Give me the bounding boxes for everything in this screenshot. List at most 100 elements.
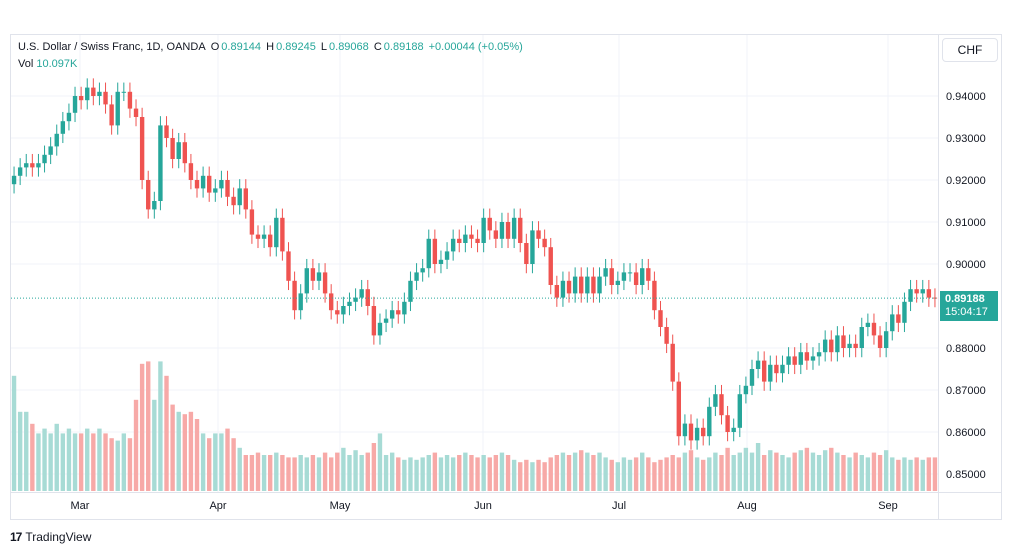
candle-body xyxy=(438,259,444,264)
volume-bar xyxy=(755,443,761,491)
volume-bar xyxy=(255,452,261,491)
volume-bar xyxy=(359,455,364,491)
volume-bar xyxy=(761,455,767,491)
volume-bar xyxy=(841,455,846,491)
candle-body xyxy=(176,142,181,159)
candle-body xyxy=(652,280,657,311)
candle-body xyxy=(310,268,316,281)
candle-body xyxy=(463,234,468,243)
volume-bar xyxy=(737,452,742,491)
volume-bar xyxy=(524,459,529,491)
volume-bar xyxy=(231,438,236,491)
candle-body xyxy=(42,154,47,164)
volume-bar xyxy=(835,452,840,491)
candle-body xyxy=(219,180,224,189)
candle-body xyxy=(255,234,261,239)
candle-body xyxy=(72,96,78,113)
symbol-title[interactable]: U.S. Dollar / Swiss Franc, 1D, OANDA xyxy=(18,41,206,53)
volume-bar xyxy=(347,455,352,491)
candle-body xyxy=(304,268,309,294)
volume-bar xyxy=(353,450,358,491)
candle-body xyxy=(170,138,175,159)
volume-bar xyxy=(469,455,474,491)
candle-body xyxy=(572,276,578,294)
time-tick-label: Sep xyxy=(878,500,898,512)
volume-bar xyxy=(633,457,639,491)
volume-bar xyxy=(530,462,535,491)
bar-countdown: 15:04:17 xyxy=(945,306,988,318)
volume-bar xyxy=(170,404,175,491)
candle-body xyxy=(78,96,84,101)
volume-bar xyxy=(420,457,425,491)
candle-body xyxy=(627,272,633,274)
candle-body xyxy=(115,91,120,126)
volume-bar xyxy=(780,455,785,491)
close-label: C xyxy=(373,41,382,53)
volume-bar xyxy=(176,411,181,491)
volume-bar xyxy=(707,457,712,491)
candle-body xyxy=(676,381,682,437)
volume-bar xyxy=(560,452,566,491)
candle-body xyxy=(347,301,352,306)
candle-body xyxy=(865,322,871,327)
candle-body xyxy=(914,289,919,294)
candle-body xyxy=(566,280,572,294)
candle-body xyxy=(328,293,334,311)
currency-button[interactable]: CHF xyxy=(942,38,998,62)
candle-body xyxy=(432,238,438,264)
candle-body xyxy=(682,423,688,437)
tradingview-brand[interactable]: 17 TradingView xyxy=(10,530,91,544)
volume-bar xyxy=(896,459,901,491)
volume-bar xyxy=(444,455,450,491)
volume-bar xyxy=(847,457,852,491)
candle-body xyxy=(207,175,212,193)
candle-body xyxy=(847,343,852,348)
candle-body xyxy=(609,268,614,285)
candle-body xyxy=(780,364,785,374)
candle-body xyxy=(621,272,627,281)
candle-body xyxy=(121,91,127,93)
chart-frame[interactable] xyxy=(10,34,1002,520)
price-tick-label: 0.92000 xyxy=(946,175,986,187)
candle-body xyxy=(908,289,913,302)
candle-body xyxy=(688,423,694,441)
candle-body xyxy=(182,142,188,164)
candle-body xyxy=(841,335,846,348)
price-tick-label: 0.86000 xyxy=(946,427,986,439)
volume-bar xyxy=(463,452,468,491)
candle-body xyxy=(36,163,41,168)
candle-body xyxy=(701,427,706,437)
candle-body xyxy=(389,310,395,319)
volume-bar xyxy=(24,411,29,491)
candle-body xyxy=(353,297,358,302)
volume-bar xyxy=(877,455,883,491)
price-tick-label: 0.90000 xyxy=(946,259,986,271)
candle-body xyxy=(109,104,114,126)
volume-label[interactable]: Vol xyxy=(18,58,34,70)
volume-bar xyxy=(121,433,127,491)
volume-bar xyxy=(322,452,328,491)
candle-body xyxy=(920,289,925,294)
volume-bar xyxy=(902,457,907,491)
volume-bar xyxy=(853,452,858,491)
candle-body xyxy=(487,217,492,231)
candle-body xyxy=(414,272,419,281)
candle-body xyxy=(877,335,883,348)
candle-body xyxy=(152,201,157,210)
candle-body xyxy=(30,163,35,168)
candle-body xyxy=(298,293,303,311)
candle-body xyxy=(371,306,377,336)
candle-body xyxy=(743,385,749,395)
volume-bar xyxy=(304,457,309,491)
volume-bar xyxy=(450,457,456,491)
volume-bar xyxy=(670,455,675,491)
volume-bar xyxy=(200,433,206,491)
volume-bar xyxy=(335,452,340,491)
volume-bar xyxy=(109,438,114,491)
volume-bar xyxy=(511,459,517,491)
candle-body xyxy=(85,87,90,101)
candle-body xyxy=(97,91,102,96)
low-value: 0.89068 xyxy=(329,41,369,53)
candle-body xyxy=(237,188,242,206)
